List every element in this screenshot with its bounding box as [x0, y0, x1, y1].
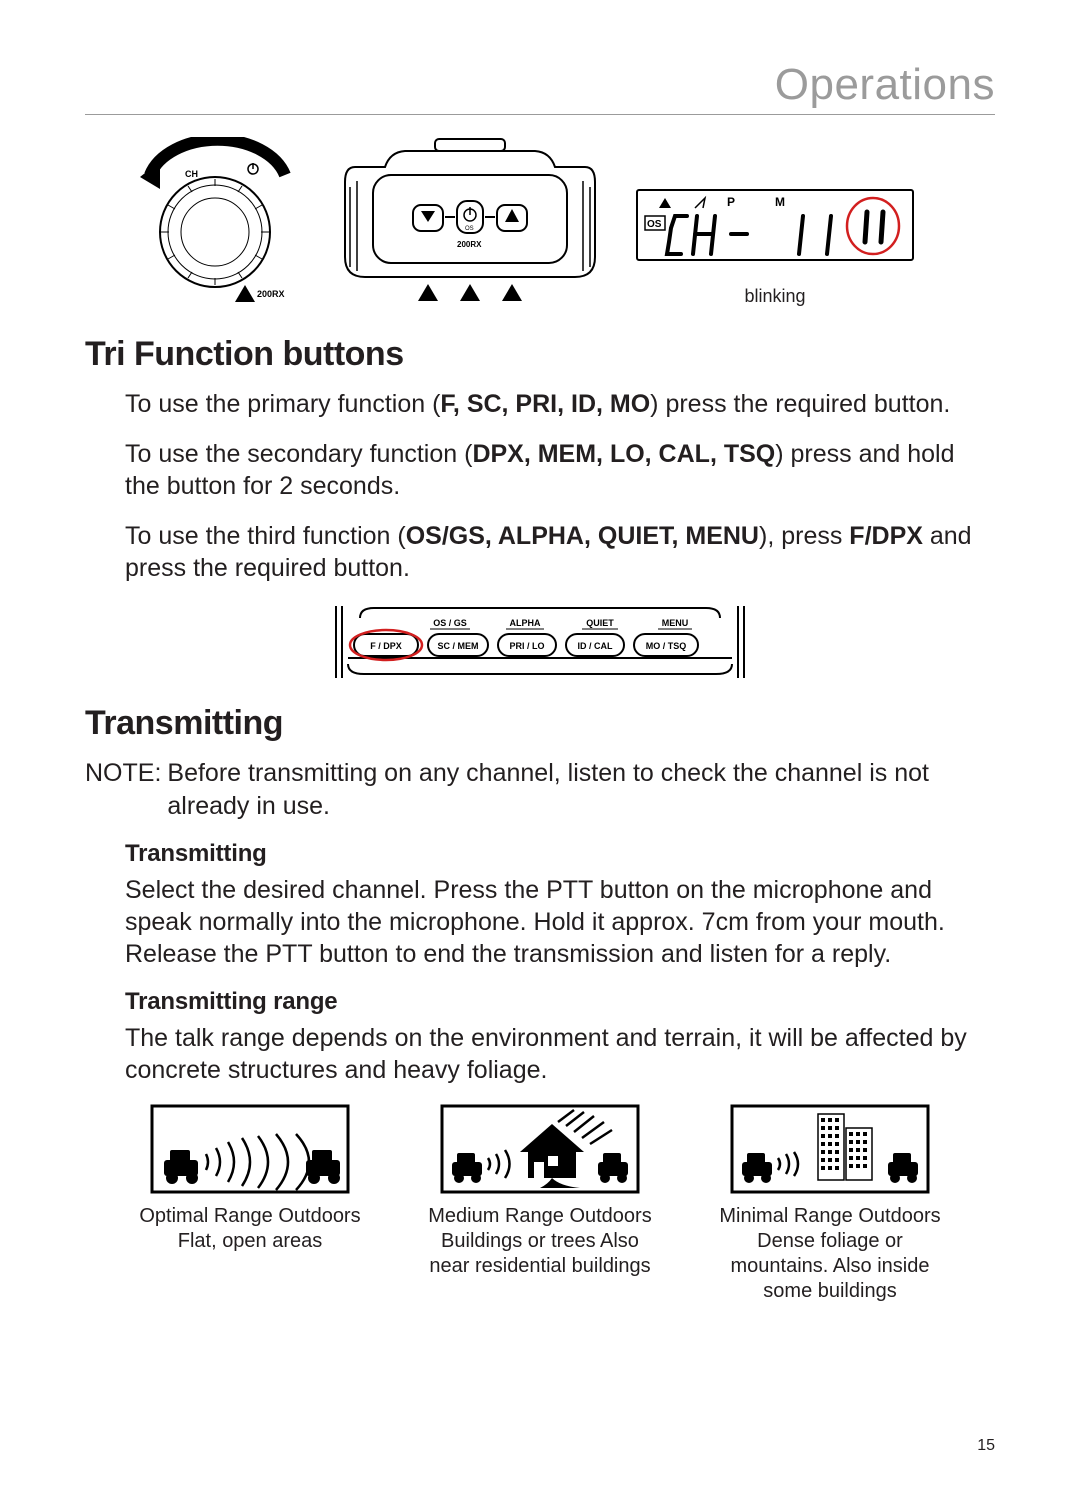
text-bold: DPX, MEM, LO, CAL, TSQ	[472, 440, 775, 468]
transmitting-subheading: Transmitting	[125, 840, 995, 868]
text: To use the secondary function (	[125, 440, 472, 468]
medium-caption: Medium Range Outdoors Buildings or trees…	[425, 1204, 655, 1279]
tri-p3: To use the third function (OS/GS, ALPHA,…	[125, 520, 995, 584]
transmitting-text: Select the desired channel. Press the PT…	[125, 874, 995, 970]
text: To use the primary function (	[125, 390, 440, 418]
blinking-label: blinking	[744, 286, 805, 307]
model-label: 200RX	[257, 289, 285, 299]
lcd-icon: P M OS	[635, 182, 915, 282]
transmitting-note: NOTE: Before transmitting on any channel…	[85, 757, 995, 822]
text-bold: F/DPX	[849, 522, 923, 550]
svg-text:OS: OS	[465, 226, 474, 232]
page: Operations CH	[0, 0, 1080, 1495]
range-figure-row: Optimal Range Outdoors Flat, open areas	[125, 1104, 995, 1304]
range-text: The talk range depends on the environmen…	[125, 1022, 995, 1086]
note-text: Before transmitting on any channel, list…	[167, 757, 995, 822]
btn-idcal: ID / CAL	[578, 641, 614, 651]
svg-text:M: M	[775, 195, 785, 209]
btn-fdpx: F / DPX	[370, 641, 402, 651]
svg-text:OS: OS	[647, 219, 662, 230]
knob-icon: CH	[125, 137, 305, 307]
tri-p2: To use the secondary function (DPX, MEM,…	[125, 438, 995, 502]
radio-figure: OS 200RX	[335, 137, 605, 307]
top-figure-row: CH	[125, 137, 995, 307]
minimal-range-icon	[730, 1104, 930, 1194]
optimal-range-icon	[150, 1104, 350, 1194]
button-strip-icon: OS / GS ALPHA QUIET MENU F / DPX SC / ME…	[330, 602, 750, 682]
btn-prilo: PRI / LO	[509, 641, 544, 651]
label-menu: MENU	[662, 618, 689, 628]
svg-text:200RX: 200RX	[457, 240, 482, 249]
medium-range-icon	[440, 1104, 640, 1194]
lcd-figure: P M OS	[635, 182, 915, 307]
tri-function-heading: Tri Function buttons	[85, 335, 995, 374]
btn-motsq: MO / TSQ	[646, 641, 687, 651]
note-label: NOTE:	[85, 757, 167, 822]
text: ), press	[759, 522, 849, 550]
page-number: 15	[977, 1437, 995, 1455]
transmitting-heading: Transmitting	[85, 704, 995, 743]
tri-p1: To use the primary function (F, SC, PRI,…	[125, 388, 995, 420]
tri-body: To use the primary function (F, SC, PRI,…	[125, 388, 995, 584]
label-osgs: OS / GS	[433, 618, 467, 628]
optimal-range-figure: Optimal Range Outdoors Flat, open areas	[125, 1104, 375, 1304]
text: To use the third function (	[125, 522, 406, 550]
ch-label: CH	[185, 169, 198, 179]
text-bold: OS/GS, ALPHA, QUIET, MENU	[406, 522, 759, 550]
svg-text:P: P	[727, 195, 735, 209]
transmitting-body: Transmitting Select the desired channel.…	[125, 840, 995, 1086]
medium-range-figure: Medium Range Outdoors Buildings or trees…	[415, 1104, 665, 1304]
button-strip-figure: OS / GS ALPHA QUIET MENU F / DPX SC / ME…	[85, 602, 995, 682]
text: ) press the required button.	[650, 390, 950, 418]
btn-scmem: SC / MEM	[437, 641, 478, 651]
range-subheading: Transmitting range	[125, 988, 995, 1016]
minimal-range-figure: Minimal Range Outdoors Dense foliage or …	[705, 1104, 955, 1304]
section-header: Operations	[85, 60, 995, 110]
knob-figure: CH	[125, 137, 305, 307]
label-alpha: ALPHA	[510, 618, 541, 628]
header-rule	[85, 114, 995, 115]
optimal-caption: Optimal Range Outdoors Flat, open areas	[135, 1204, 365, 1254]
text-bold: F, SC, PRI, ID, MO	[440, 390, 650, 418]
label-quiet: QUIET	[586, 618, 614, 628]
radio-icon: OS 200RX	[335, 137, 605, 307]
minimal-caption: Minimal Range Outdoors Dense foliage or …	[715, 1204, 945, 1304]
